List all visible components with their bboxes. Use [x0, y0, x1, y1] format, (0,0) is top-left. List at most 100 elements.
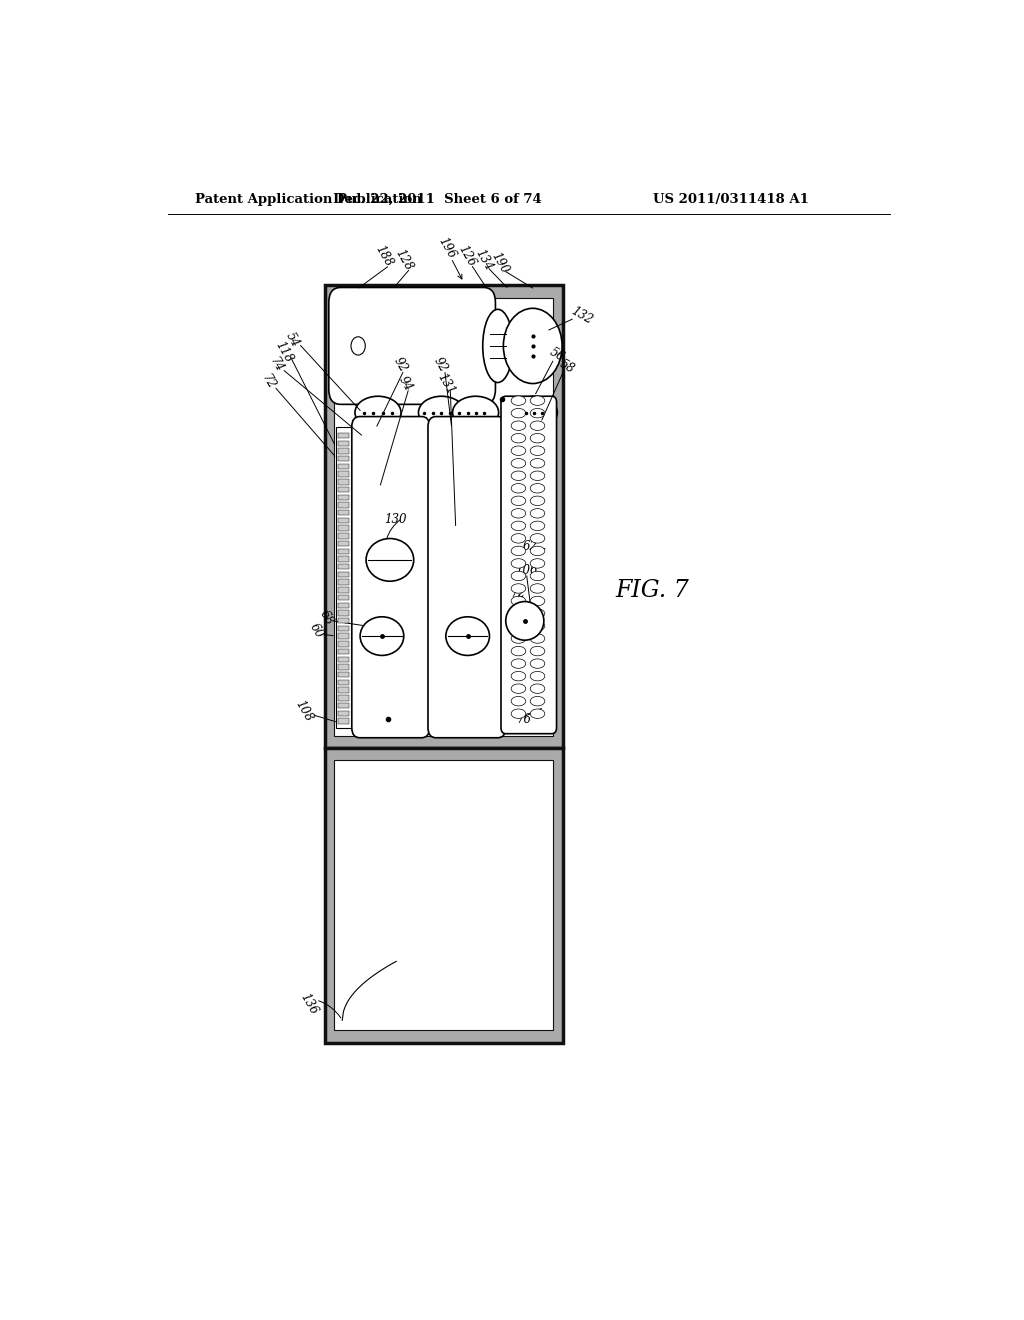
Bar	[338, 579, 349, 585]
Ellipse shape	[530, 546, 545, 556]
FancyBboxPatch shape	[352, 417, 430, 738]
Bar	[334, 297, 553, 735]
Bar	[338, 610, 349, 615]
Ellipse shape	[511, 647, 525, 656]
Ellipse shape	[511, 558, 525, 568]
Text: 188: 188	[373, 243, 395, 269]
Bar	[338, 564, 349, 569]
Text: 128: 128	[393, 247, 416, 273]
Ellipse shape	[511, 396, 525, 405]
Bar	[338, 572, 349, 577]
Bar	[338, 471, 349, 477]
Ellipse shape	[511, 583, 525, 593]
Ellipse shape	[511, 421, 525, 430]
Bar	[338, 541, 349, 546]
Text: 134: 134	[472, 247, 495, 273]
Text: 126: 126	[456, 243, 478, 269]
Bar	[338, 642, 349, 647]
Bar	[338, 549, 349, 554]
Text: 190: 190	[488, 249, 511, 276]
Bar	[334, 760, 553, 1031]
Bar	[338, 595, 349, 601]
Ellipse shape	[530, 672, 545, 681]
Ellipse shape	[506, 602, 544, 640]
Ellipse shape	[511, 672, 525, 681]
Text: 68: 68	[317, 609, 336, 627]
Ellipse shape	[530, 521, 545, 531]
Text: 118: 118	[272, 338, 295, 364]
Ellipse shape	[530, 709, 545, 718]
Bar	[325, 748, 563, 1043]
Ellipse shape	[530, 508, 545, 517]
Ellipse shape	[530, 421, 545, 430]
Bar	[338, 618, 349, 623]
Ellipse shape	[511, 697, 525, 706]
Bar	[338, 487, 349, 492]
Ellipse shape	[530, 396, 545, 405]
Bar	[338, 718, 349, 723]
Ellipse shape	[511, 446, 525, 455]
Text: 108: 108	[293, 698, 315, 725]
Ellipse shape	[453, 396, 499, 429]
Ellipse shape	[530, 659, 545, 668]
Ellipse shape	[530, 533, 545, 543]
Ellipse shape	[511, 396, 557, 429]
Ellipse shape	[530, 634, 545, 643]
Ellipse shape	[511, 634, 525, 643]
Text: 56: 56	[547, 346, 566, 364]
Ellipse shape	[511, 458, 525, 469]
Bar	[338, 634, 349, 639]
Ellipse shape	[530, 458, 545, 469]
Ellipse shape	[530, 647, 545, 656]
Ellipse shape	[511, 597, 525, 606]
Ellipse shape	[511, 483, 525, 492]
Text: 62: 62	[523, 540, 538, 553]
Bar	[338, 479, 349, 484]
Text: 72: 72	[259, 372, 278, 392]
Bar	[338, 525, 349, 531]
Text: Dec. 22, 2011  Sheet 6 of 74: Dec. 22, 2011 Sheet 6 of 74	[333, 193, 542, 206]
Bar	[338, 649, 349, 655]
Bar	[338, 510, 349, 515]
Ellipse shape	[530, 408, 545, 418]
Bar	[338, 680, 349, 685]
Bar	[338, 672, 349, 677]
Bar	[338, 433, 349, 438]
Ellipse shape	[511, 408, 525, 418]
Bar	[338, 449, 349, 454]
Bar	[338, 688, 349, 693]
Bar	[338, 517, 349, 523]
Ellipse shape	[511, 609, 525, 618]
Ellipse shape	[530, 433, 545, 444]
Ellipse shape	[530, 471, 545, 480]
Bar	[338, 587, 349, 593]
Ellipse shape	[511, 684, 525, 693]
Bar	[336, 426, 352, 727]
Text: 131: 131	[435, 371, 458, 397]
Bar	[338, 495, 349, 500]
Bar	[338, 696, 349, 701]
Bar	[338, 463, 349, 469]
Ellipse shape	[511, 709, 525, 718]
Text: 72: 72	[511, 587, 526, 599]
Ellipse shape	[482, 309, 513, 383]
Text: 130: 130	[384, 512, 407, 525]
Text: 94: 94	[395, 375, 415, 393]
Ellipse shape	[511, 508, 525, 517]
Ellipse shape	[511, 659, 525, 668]
Bar	[338, 556, 349, 562]
Ellipse shape	[530, 496, 545, 506]
Text: 196: 196	[436, 235, 459, 261]
Ellipse shape	[530, 597, 545, 606]
Ellipse shape	[367, 539, 414, 581]
Ellipse shape	[511, 622, 525, 631]
Bar	[338, 503, 349, 508]
FancyBboxPatch shape	[329, 288, 496, 404]
Ellipse shape	[530, 697, 545, 706]
Text: 76: 76	[516, 713, 531, 726]
Text: 54: 54	[283, 330, 302, 348]
Text: 132: 132	[569, 305, 595, 327]
Ellipse shape	[511, 471, 525, 480]
Ellipse shape	[530, 684, 545, 693]
Ellipse shape	[511, 521, 525, 531]
